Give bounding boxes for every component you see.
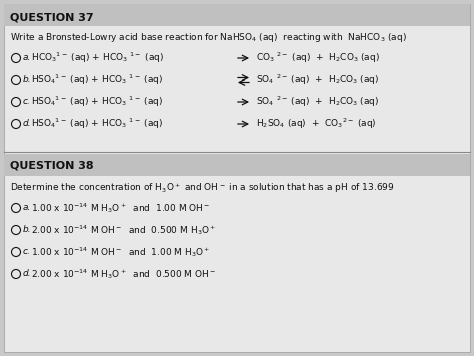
Text: c.: c. — [23, 98, 31, 106]
Text: QUESTION 37: QUESTION 37 — [10, 12, 94, 22]
Text: HSO$_4$$^{1-}$ (aq) + HCO$_3$ $^{1-}$ (aq): HSO$_4$$^{1-}$ (aq) + HCO$_3$ $^{1-}$ (a… — [31, 95, 163, 109]
Text: $^{}$HCO$_3$$^{1-}$ (aq) + HCO$_3$ $^{1-}$ (aq): $^{}$HCO$_3$$^{1-}$ (aq) + HCO$_3$ $^{1-… — [31, 51, 164, 65]
Text: CO$_3$ $^{2-}$ (aq)  +  H$_2$CO$_3$ (aq): CO$_3$ $^{2-}$ (aq) + H$_2$CO$_3$ (aq) — [256, 51, 380, 65]
Text: Determine the concentration of H$_3$O$^+$ and OH$^-$ in a solution that has a pH: Determine the concentration of H$_3$O$^+… — [10, 181, 395, 195]
Text: b.: b. — [23, 225, 32, 235]
Text: 1.00 x 10$^{-14}$ M H$_3$O$^+$  and  1.00 M OH$^-$: 1.00 x 10$^{-14}$ M H$_3$O$^+$ and 1.00 … — [31, 201, 210, 215]
Text: HSO$_4$$^{1-}$ (aq) + HCO$_3$ $^{1-}$ (aq): HSO$_4$$^{1-}$ (aq) + HCO$_3$ $^{1-}$ (a… — [31, 117, 163, 131]
Text: SO$_4$ $^{2-}$ (aq)  +  H$_2$CO$_3$ (aq): SO$_4$ $^{2-}$ (aq) + H$_2$CO$_3$ (aq) — [256, 73, 379, 87]
Bar — [4, 154, 470, 176]
Text: SO$_4$ $^{2-}$ (aq)  +  H$_2$CO$_3$ (aq): SO$_4$ $^{2-}$ (aq) + H$_2$CO$_3$ (aq) — [256, 95, 379, 109]
Text: 1.00 x 10$^{-14}$ M OH$^-$  and  1.00 M H$_3$O$^+$: 1.00 x 10$^{-14}$ M OH$^-$ and 1.00 M H$… — [31, 245, 210, 259]
Text: Write a Bronsted-Lowry acid base reaction for NaHSO$_4$ (aq)  reacting with  NaH: Write a Bronsted-Lowry acid base reactio… — [10, 31, 407, 44]
Text: b.: b. — [23, 75, 32, 84]
Text: HSO$_4$$^{1-}$ (aq) + HCO$_3$ $^{1-}$ (aq): HSO$_4$$^{1-}$ (aq) + HCO$_3$ $^{1-}$ (a… — [31, 73, 163, 87]
Text: a.: a. — [23, 204, 31, 213]
Text: d.: d. — [23, 120, 32, 129]
Text: d.: d. — [23, 269, 32, 278]
Text: H$_2$SO$_4$ (aq)  +  CO$_3$$^{2-}$ (aq): H$_2$SO$_4$ (aq) + CO$_3$$^{2-}$ (aq) — [256, 117, 376, 131]
Text: c.: c. — [23, 247, 31, 257]
Bar — [4, 4, 470, 26]
Text: 2.00 x 10$^{-14}$ M OH$^-$  and  0.500 M H$_3$O$^+$: 2.00 x 10$^{-14}$ M OH$^-$ and 0.500 M H… — [31, 223, 216, 237]
Text: QUESTION 38: QUESTION 38 — [10, 161, 94, 171]
Text: 2.00 x 10$^{-14}$ M H$_3$O$^+$  and  0.500 M OH$^-$: 2.00 x 10$^{-14}$ M H$_3$O$^+$ and 0.500… — [31, 267, 216, 281]
Text: a.: a. — [23, 53, 31, 63]
